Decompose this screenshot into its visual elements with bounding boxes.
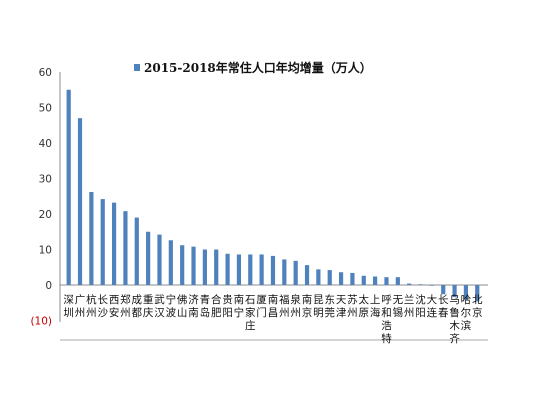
category-label: 武汉: [154, 293, 165, 319]
bar: [100, 199, 105, 285]
bar: [452, 285, 457, 298]
y-tick-label: 40: [39, 138, 52, 150]
bar: [168, 240, 173, 285]
category-label: 贵阳: [222, 293, 233, 319]
category-label: 西安: [109, 294, 120, 319]
bar: [373, 276, 378, 285]
category-labels: 深圳广州杭州长沙西安郑州成都重庆武汉宁波佛山济南青岛合肥贵阳南宁石家庄厦门南昌福…: [63, 293, 483, 345]
bar: [191, 246, 196, 285]
bar: [350, 272, 355, 285]
bar: [259, 254, 264, 285]
category-label: 泉州: [290, 293, 301, 319]
legend: 2015-2018年常住人口年均增量（万人）: [134, 60, 372, 75]
bar: [304, 265, 310, 285]
category-label: 沈阳: [415, 293, 426, 319]
category-label: 北京: [472, 294, 483, 319]
category-label: 兰州: [404, 293, 415, 319]
legend-label: 2015-2018年常住人口年均增量（万人）: [144, 60, 372, 75]
bar: [475, 285, 480, 302]
category-label: 无锡: [393, 294, 404, 319]
category-label: 佛山: [177, 293, 188, 319]
category-label: 郑州: [120, 293, 131, 319]
bar: [463, 285, 469, 300]
bar: [77, 118, 83, 286]
bar: [282, 259, 287, 285]
bar: [361, 275, 366, 285]
category-label: 上海: [370, 294, 381, 319]
category-label: 济南: [188, 293, 199, 319]
bar: [89, 191, 94, 285]
category-label: 石家庄: [245, 294, 256, 332]
category-label: 长沙: [97, 294, 108, 319]
y-tick-label: 50: [39, 103, 52, 115]
category-label: 广州: [75, 294, 86, 319]
bar: [225, 253, 230, 285]
bar: [338, 272, 344, 285]
bar: [157, 234, 162, 285]
category-label: 苏州: [347, 293, 358, 319]
bar: [327, 270, 332, 285]
bar: [214, 249, 219, 285]
category-label: 厦门: [256, 294, 267, 319]
y-tick-label: 10: [39, 245, 52, 257]
bar: [123, 211, 128, 285]
bar: [293, 260, 298, 285]
category-label: 南宁: [234, 293, 245, 319]
y-tick-label: 30: [39, 174, 52, 186]
category-label: 福州: [279, 293, 290, 319]
category-label: 宁波: [166, 293, 177, 319]
y-tick-label: (10): [30, 316, 52, 328]
bar: [316, 269, 321, 285]
category-label: 杭州: [86, 293, 97, 319]
bar: [395, 277, 400, 285]
y-axis-ticks: 60 50 40 30 20 10 0 (10): [30, 67, 52, 328]
y-tick-label: 0: [45, 280, 52, 292]
category-label: 天津: [336, 294, 347, 319]
bar: [248, 254, 253, 285]
bar: [236, 254, 242, 285]
y-tick-label: 60: [39, 67, 52, 79]
legend-swatch: [134, 64, 140, 71]
bar: [384, 277, 389, 285]
bar: [441, 285, 446, 295]
category-label: 合肥: [211, 293, 222, 319]
y-tick-label: 20: [39, 209, 52, 221]
bar: [429, 285, 434, 286]
bar-series: [66, 89, 480, 302]
category-label: 重庆: [143, 293, 154, 319]
bar: [66, 89, 71, 285]
category-label: 呼和浩特: [381, 294, 392, 345]
bar: [134, 217, 139, 285]
bar: [407, 283, 412, 285]
category-label: 南京: [302, 293, 313, 319]
category-label: 乌鲁木齐: [449, 293, 460, 345]
bar: [418, 284, 423, 285]
category-label: 成都: [132, 294, 143, 319]
bar: [111, 202, 117, 285]
category-label: 太原: [359, 293, 370, 319]
category-label: 昆明: [313, 294, 324, 319]
bar: [270, 255, 276, 285]
category-label: 哈尔滨: [461, 293, 472, 332]
category-label: 南昌: [268, 293, 279, 319]
category-label: 东莞: [324, 293, 335, 319]
category-label: 青岛: [200, 293, 211, 319]
category-label: 长春: [438, 294, 449, 319]
bar: [180, 245, 185, 285]
category-label: 大连: [427, 293, 438, 319]
category-label: 深圳: [63, 294, 74, 319]
bar: [202, 249, 207, 285]
bar: [146, 231, 151, 285]
